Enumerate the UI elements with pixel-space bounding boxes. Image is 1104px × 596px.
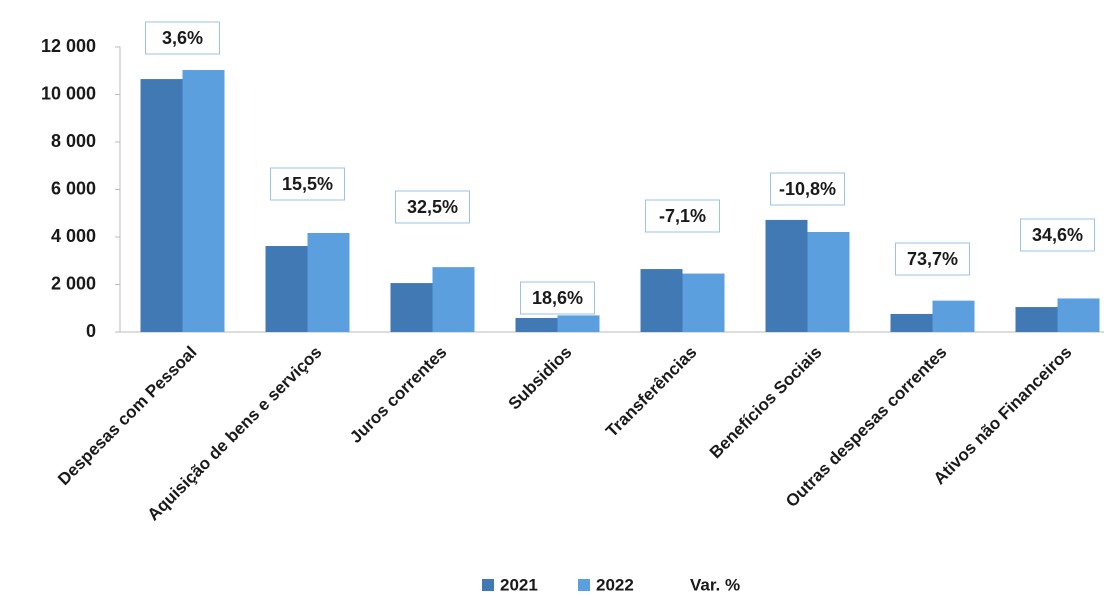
legend-label: 2022 xyxy=(596,575,634,594)
y-tick-label: 2 000 xyxy=(51,273,96,293)
x-tick-label: Subsidios xyxy=(505,343,576,414)
var-label: 15,5% xyxy=(282,174,333,194)
y-tick-label: 0 xyxy=(86,321,96,341)
y-tick-label: 12 000 xyxy=(41,36,96,56)
bar xyxy=(890,313,933,332)
bar xyxy=(557,315,600,332)
x-tick-label: Transferências xyxy=(602,343,700,441)
bar xyxy=(1015,307,1058,332)
bar xyxy=(640,269,683,332)
legend-label: Var. % xyxy=(690,575,740,594)
bar xyxy=(432,267,475,332)
y-tick-label: 6 000 xyxy=(51,178,96,198)
var-box xyxy=(395,190,470,224)
y-tick-label: 8 000 xyxy=(51,131,96,151)
var-label: 3,6% xyxy=(162,28,203,48)
var-label: 18,6% xyxy=(532,288,583,308)
legend-swatch xyxy=(482,579,494,591)
var-label: -7,1% xyxy=(659,206,706,226)
var-box xyxy=(145,21,220,55)
bar xyxy=(932,300,975,332)
bar xyxy=(265,246,308,332)
bar xyxy=(682,273,725,332)
x-tick-label: Benefícios Sociais xyxy=(706,343,826,463)
var-box xyxy=(770,172,845,206)
bar xyxy=(182,70,225,332)
x-tick-label: Despesas com Pessoal xyxy=(54,343,200,489)
var-box xyxy=(520,281,595,315)
bar xyxy=(1057,298,1100,332)
y-tick-label: 4 000 xyxy=(51,226,96,246)
bar xyxy=(765,219,808,332)
bar xyxy=(307,232,350,332)
legend-swatch xyxy=(578,579,590,591)
var-label: 73,7% xyxy=(907,249,958,269)
bar xyxy=(140,79,183,332)
bar xyxy=(390,283,433,332)
x-tick-label: Juros correntes xyxy=(346,343,450,447)
var-box xyxy=(270,167,345,201)
var-box xyxy=(645,199,720,233)
x-tick-label: Ativos não Financeiros xyxy=(930,343,1076,489)
var-label: 32,5% xyxy=(407,197,458,217)
var-box xyxy=(895,242,970,276)
bar xyxy=(807,232,850,332)
var-box xyxy=(1020,218,1095,252)
var-label: -10,8% xyxy=(779,179,836,199)
var-label: 34,6% xyxy=(1032,225,1083,245)
bar xyxy=(515,317,558,332)
y-tick-label: 10 000 xyxy=(41,83,96,103)
legend-label: 2021 xyxy=(500,575,538,594)
